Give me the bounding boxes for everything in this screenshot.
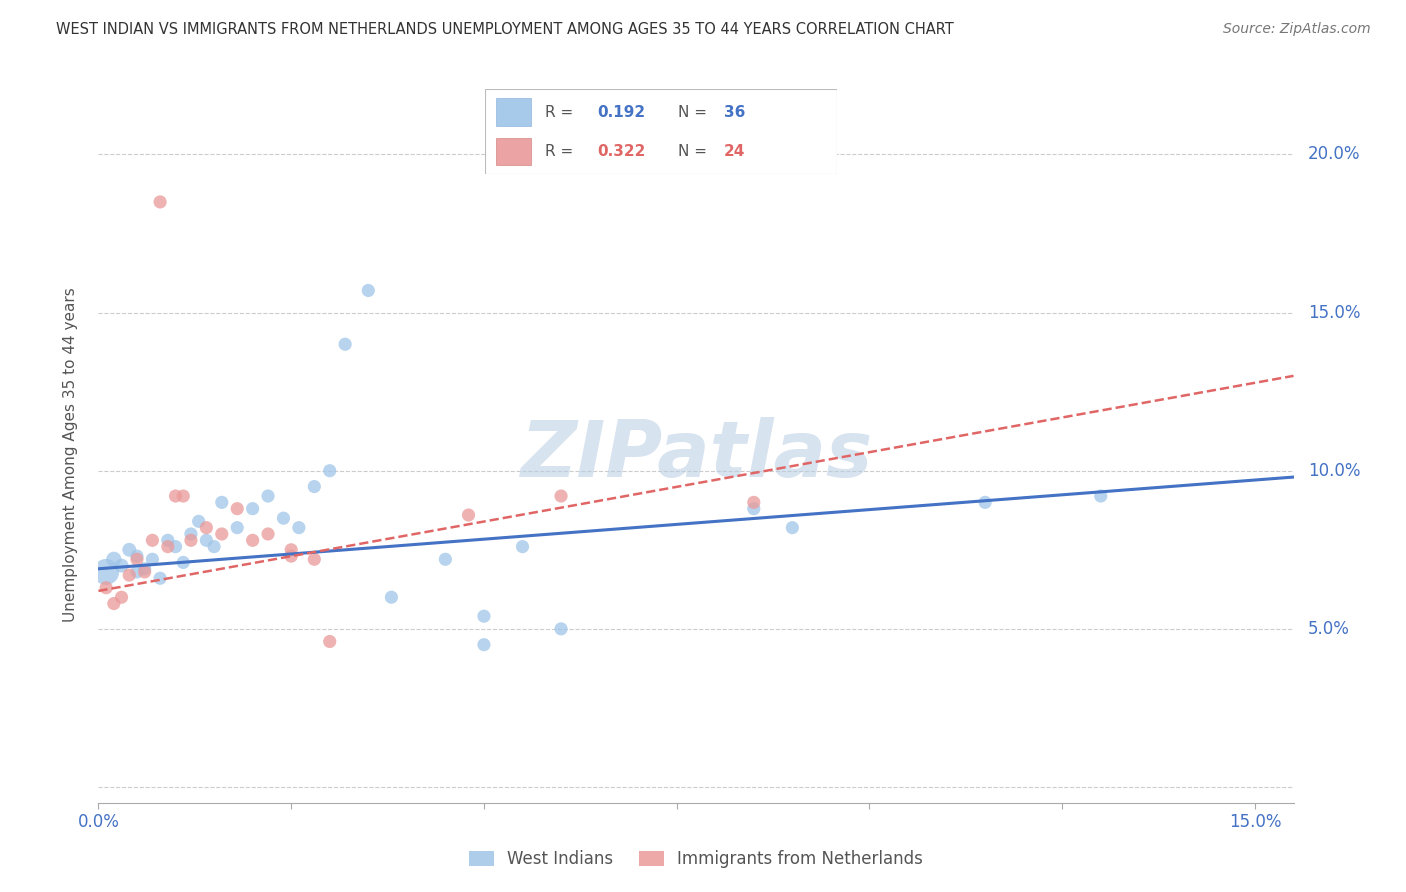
Point <box>125 552 148 566</box>
Point <box>125 549 148 563</box>
Point <box>118 568 141 582</box>
Point <box>742 495 765 509</box>
Point <box>94 565 117 579</box>
Point <box>141 533 163 548</box>
Point <box>156 533 179 548</box>
Point <box>242 533 264 548</box>
Y-axis label: Unemployment Among Ages 35 to 44 years: Unemployment Among Ages 35 to 44 years <box>63 287 77 623</box>
Point <box>149 571 172 585</box>
FancyBboxPatch shape <box>495 98 531 126</box>
Point <box>280 542 302 557</box>
Point <box>110 558 132 573</box>
Point <box>242 501 264 516</box>
Point <box>118 542 141 557</box>
Text: ZIPatlas: ZIPatlas <box>520 417 872 493</box>
Point <box>257 527 280 541</box>
Text: 36: 36 <box>724 104 745 120</box>
Text: R =: R = <box>544 145 578 160</box>
Point <box>110 591 132 605</box>
Point <box>103 597 125 611</box>
Point <box>1090 489 1112 503</box>
Point <box>357 284 380 298</box>
Point <box>512 540 534 554</box>
Point <box>172 489 194 503</box>
Point <box>434 552 457 566</box>
Point <box>211 527 233 541</box>
Point <box>195 521 218 535</box>
Point <box>180 533 202 548</box>
Point <box>472 609 495 624</box>
Text: R =: R = <box>544 104 578 120</box>
Legend: West Indians, Immigrants from Netherlands: West Indians, Immigrants from Netherland… <box>463 843 929 874</box>
Point <box>380 591 402 605</box>
Text: Source: ZipAtlas.com: Source: ZipAtlas.com <box>1223 22 1371 37</box>
Point <box>280 549 302 563</box>
Point <box>195 533 218 548</box>
Point <box>141 552 163 566</box>
Point <box>457 508 479 522</box>
Point <box>273 511 295 525</box>
FancyBboxPatch shape <box>495 137 531 165</box>
Point <box>180 527 202 541</box>
FancyBboxPatch shape <box>485 89 837 174</box>
Point <box>125 565 148 579</box>
Text: WEST INDIAN VS IMMIGRANTS FROM NETHERLANDS UNEMPLOYMENT AMONG AGES 35 TO 44 YEAR: WEST INDIAN VS IMMIGRANTS FROM NETHERLAN… <box>56 22 955 37</box>
Point <box>202 540 225 554</box>
Point <box>165 489 187 503</box>
Text: 0.192: 0.192 <box>598 104 645 120</box>
Point <box>742 501 765 516</box>
Point <box>187 514 209 528</box>
Point <box>288 521 311 535</box>
Text: 10.0%: 10.0% <box>1308 462 1361 480</box>
Point <box>134 565 156 579</box>
Point <box>974 495 997 509</box>
Text: 5.0%: 5.0% <box>1308 620 1350 638</box>
Point <box>165 540 187 554</box>
Point <box>333 337 356 351</box>
Point <box>319 464 342 478</box>
Point <box>319 634 342 648</box>
Point <box>304 479 326 493</box>
Text: 24: 24 <box>724 145 745 160</box>
Point <box>304 552 326 566</box>
Point <box>172 556 194 570</box>
Point <box>226 501 249 516</box>
Point <box>550 622 572 636</box>
Point <box>103 552 125 566</box>
Text: N =: N = <box>678 145 713 160</box>
Point <box>94 581 117 595</box>
Point <box>226 521 249 535</box>
Point <box>257 489 280 503</box>
Point <box>211 495 233 509</box>
Text: 15.0%: 15.0% <box>1308 303 1361 322</box>
Point <box>550 489 572 503</box>
Text: N =: N = <box>678 104 713 120</box>
Point <box>134 562 156 576</box>
Point <box>156 540 179 554</box>
Point <box>782 521 804 535</box>
Point <box>472 638 495 652</box>
Point <box>149 194 172 209</box>
Text: 0.322: 0.322 <box>598 145 645 160</box>
Text: 20.0%: 20.0% <box>1308 145 1361 163</box>
